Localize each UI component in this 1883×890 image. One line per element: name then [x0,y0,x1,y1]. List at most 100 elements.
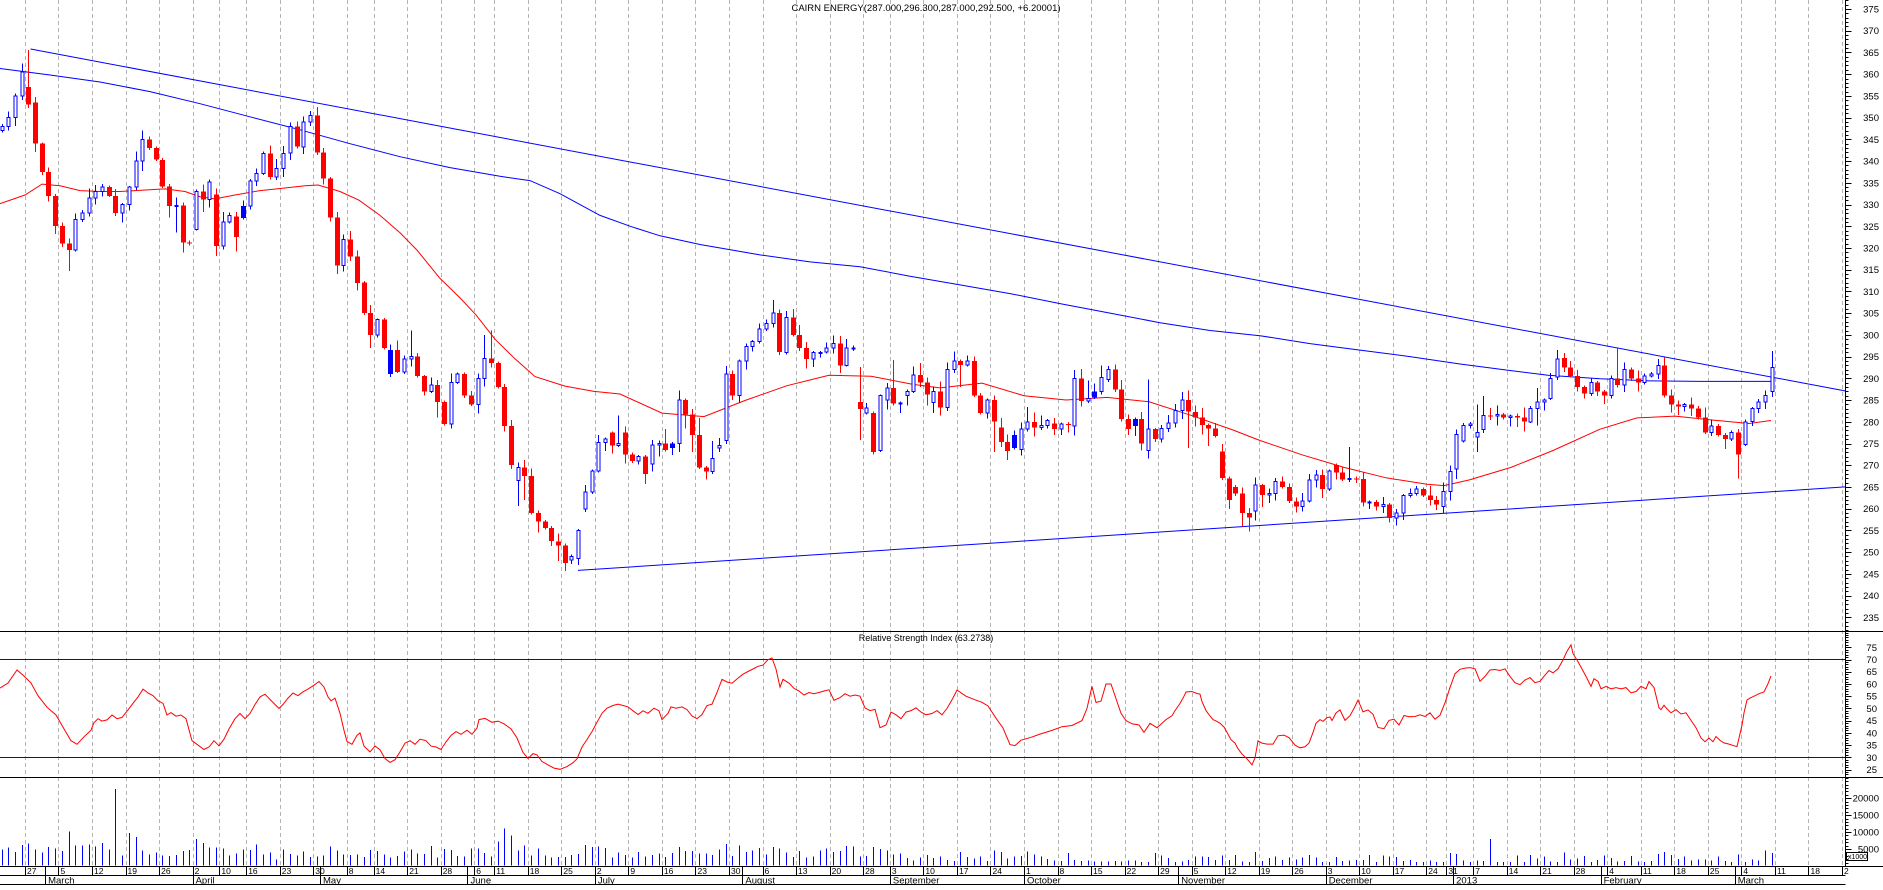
svg-text:275: 275 [1863,439,1879,450]
svg-text:24: 24 [993,866,1003,876]
svg-text:May: May [323,876,341,886]
svg-text:December: December [1329,876,1373,886]
svg-text:250: 250 [1863,548,1879,559]
svg-text:5000: 5000 [1858,845,1879,856]
svg-text:30: 30 [1866,753,1877,764]
svg-text:10000: 10000 [1853,828,1879,839]
svg-text:320: 320 [1863,244,1879,255]
svg-text:375: 375 [1863,5,1879,16]
svg-text:18: 18 [1676,866,1686,876]
svg-text:27: 27 [27,866,37,876]
svg-text:August: August [745,876,775,886]
svg-text:25: 25 [1866,765,1877,776]
svg-text:5: 5 [1194,866,1199,876]
svg-text:60: 60 [1866,680,1877,691]
svg-text:Relative Strength Index (63.27: Relative Strength Index (63.2738) [859,633,994,643]
svg-text:17: 17 [959,866,969,876]
svg-text:25: 25 [563,866,573,876]
svg-text:1: 1 [1026,866,1031,876]
svg-text:6: 6 [765,866,770,876]
svg-text:14: 14 [1509,866,1519,876]
svg-text:20: 20 [832,866,842,876]
svg-text:45: 45 [1866,716,1877,727]
svg-text:22: 22 [1127,866,1137,876]
svg-text:280: 280 [1863,417,1879,428]
svg-text:8: 8 [1060,866,1065,876]
svg-text:23: 23 [282,866,292,876]
svg-text:365: 365 [1863,48,1879,59]
svg-text:4: 4 [1743,866,1748,876]
svg-text:355: 355 [1863,91,1879,102]
svg-text:340: 340 [1863,157,1879,168]
svg-text:19: 19 [128,866,138,876]
svg-text:255: 255 [1863,526,1879,537]
svg-text:10: 10 [925,866,935,876]
svg-text:35: 35 [1866,741,1877,752]
svg-text:3: 3 [892,866,897,876]
svg-text:65: 65 [1866,667,1877,678]
svg-text:310: 310 [1863,287,1879,298]
svg-text:315: 315 [1863,265,1879,276]
svg-text:235: 235 [1863,613,1879,624]
svg-text:12: 12 [94,866,104,876]
svg-text:10: 10 [221,866,231,876]
svg-text:September: September [893,876,939,886]
svg-text:2: 2 [1844,866,1849,876]
svg-text:26: 26 [1294,866,1304,876]
svg-text:24: 24 [1428,866,1438,876]
svg-text:300: 300 [1863,330,1879,341]
svg-text:245: 245 [1863,569,1879,580]
svg-text:16: 16 [664,866,674,876]
svg-text:9: 9 [630,866,635,876]
svg-text:April: April [196,876,215,886]
svg-text:31: 31 [1448,866,1458,876]
svg-text:23: 23 [698,866,708,876]
svg-text:335: 335 [1863,178,1879,189]
svg-text:30: 30 [315,866,325,876]
svg-text:330: 330 [1863,200,1879,211]
svg-text:290: 290 [1863,374,1879,385]
svg-text:26: 26 [161,866,171,876]
svg-text:3: 3 [1328,866,1333,876]
svg-text:75: 75 [1866,643,1877,654]
svg-text:28: 28 [865,866,875,876]
svg-text:February: February [1604,876,1642,886]
svg-text:11: 11 [496,866,505,876]
svg-text:21: 21 [1542,866,1552,876]
svg-text:240: 240 [1863,591,1879,602]
svg-text:July: July [598,876,615,886]
svg-text:15000: 15000 [1853,811,1879,822]
svg-text:265: 265 [1863,482,1879,493]
svg-text:16: 16 [248,866,258,876]
svg-text:14: 14 [376,866,386,876]
svg-text:70: 70 [1866,655,1877,666]
svg-text:18: 18 [530,866,540,876]
svg-text:x1000: x1000 [1848,854,1867,861]
svg-text:285: 285 [1863,396,1879,407]
svg-text:2013: 2013 [1456,876,1477,886]
svg-text:30: 30 [731,866,741,876]
svg-text:6: 6 [476,866,481,876]
svg-text:50: 50 [1866,704,1877,715]
svg-text:370: 370 [1863,26,1879,37]
svg-text:20000: 20000 [1853,794,1879,805]
svg-text:10: 10 [1361,866,1371,876]
svg-text:40: 40 [1866,728,1877,739]
svg-text:7: 7 [1475,866,1480,876]
svg-text:25: 25 [1710,866,1720,876]
svg-text:CAIRN ENERGY(287.000,296.300,2: CAIRN ENERGY(287.000,296.300,287.000,292… [791,3,1060,14]
svg-text:November: November [1181,876,1225,886]
svg-text:28: 28 [443,866,453,876]
svg-text:28: 28 [1576,866,1586,876]
svg-text:2: 2 [597,866,602,876]
svg-text:295: 295 [1863,352,1879,363]
svg-text:29: 29 [1160,866,1170,876]
svg-text:13: 13 [798,866,808,876]
svg-text:8: 8 [349,866,354,876]
svg-text:4: 4 [1609,866,1614,876]
svg-text:17: 17 [1395,866,1405,876]
svg-text:March: March [1738,876,1764,886]
svg-text:18: 18 [1811,866,1821,876]
svg-text:12: 12 [1227,866,1237,876]
svg-text:345: 345 [1863,135,1879,146]
